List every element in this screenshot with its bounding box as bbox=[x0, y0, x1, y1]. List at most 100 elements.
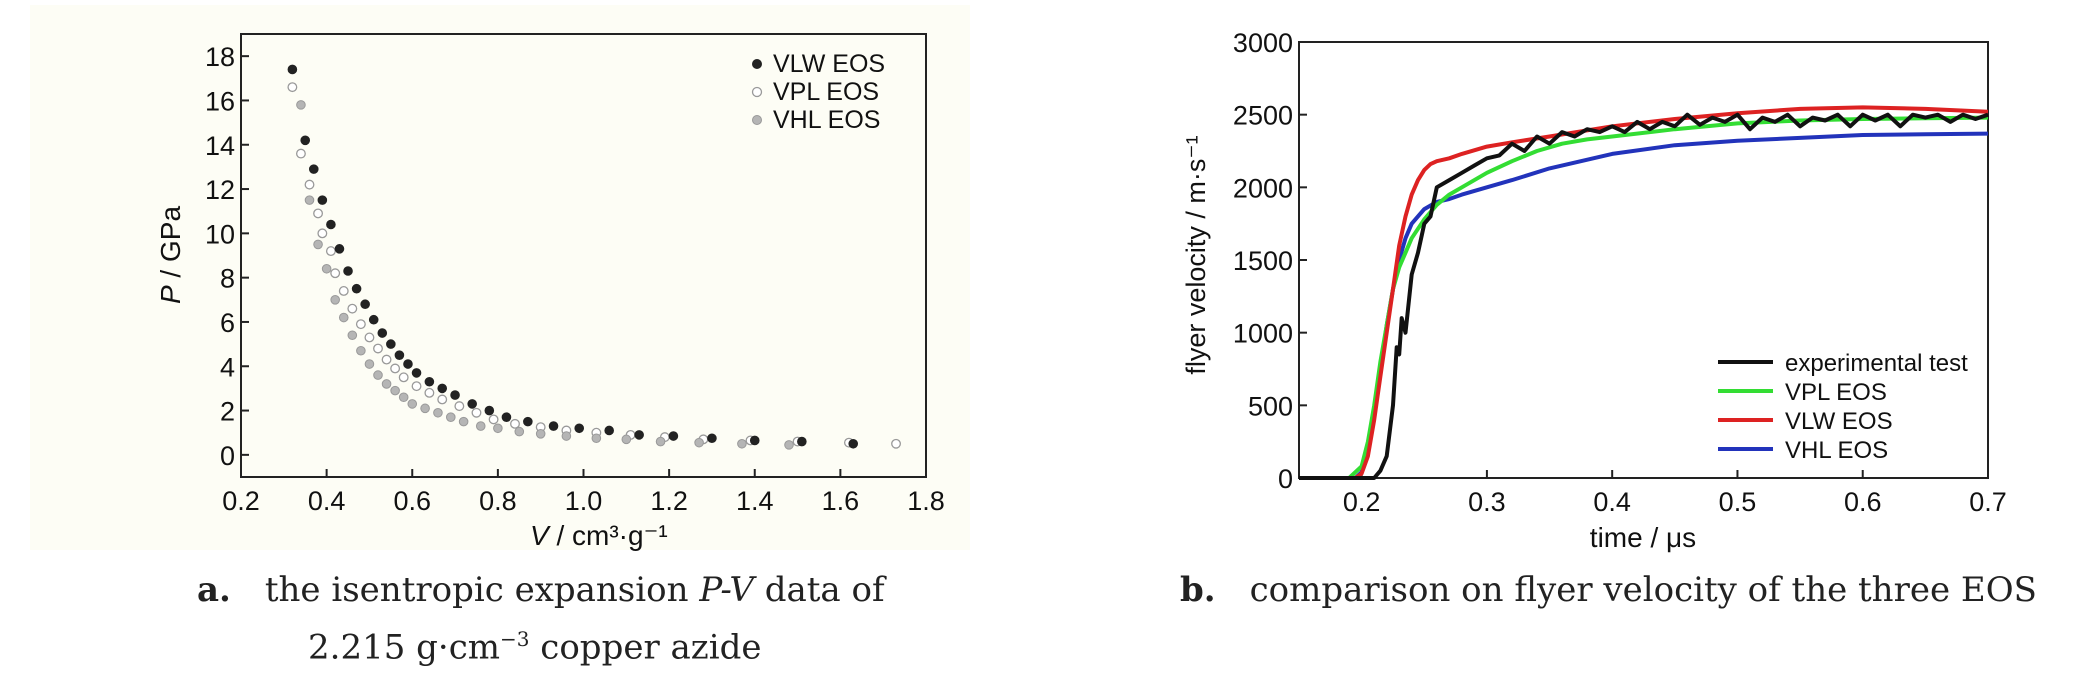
chart-a-point-vpl-eos bbox=[313, 208, 324, 219]
chart-a-point-vhl-eos bbox=[621, 434, 632, 445]
caption-b-text: comparison on flyer velocity of the thre… bbox=[1249, 570, 2037, 610]
chart-b: 0.2 0.3 0.4 0.5 0.6 0.7 0 500 1000 1500 2000 2500 3… bbox=[1181, 28, 2007, 553]
chart-a-point-vhl-eos bbox=[381, 379, 392, 389]
chart-a-x-axis-units: / cm³·g⁻¹ bbox=[549, 520, 668, 551]
chart-a-point-vlw-eos bbox=[368, 314, 379, 325]
chart-a-point-vlw-eos bbox=[848, 438, 859, 449]
chart-a-point-vhl-eos bbox=[356, 345, 366, 356]
chart-a-y-tick-label: 14 bbox=[205, 131, 235, 161]
chart-b-x-tick-label: 0.2 bbox=[1343, 487, 1381, 517]
chart-a-point-vhl-eos bbox=[493, 423, 503, 434]
chart-a-y-axis-title: P / GPa bbox=[155, 206, 186, 304]
chart-a-y-tick-label: 10 bbox=[205, 219, 235, 249]
chart-a-point-vlw-eos bbox=[326, 219, 336, 230]
chart-a-point-vhl-eos bbox=[407, 399, 418, 409]
chart-a-point-vpl-eos bbox=[373, 343, 383, 354]
chart-a-point-vpl-eos bbox=[295, 148, 306, 159]
legend-b-vhl-label: VHL EOS bbox=[1785, 437, 1888, 464]
chart-a-x-ticks: 0.2 0.4 0.6 0.8 1.0 1.2 1.4 1.6 1.8 bbox=[222, 469, 945, 516]
chart-a-y-ticks: 0 2 4 6 8 10 12 14 16 18 bbox=[205, 42, 249, 471]
chart-a-x-tick-label: 0.6 bbox=[393, 486, 431, 516]
chart-b-legend: experimental test VPL EOS VLW EOS VHL EO… bbox=[1718, 350, 1968, 464]
chart-a-point-vlw-eos bbox=[300, 135, 311, 146]
caption-b-letter: b. bbox=[1180, 570, 1216, 610]
chart-a-point-vhl-eos bbox=[398, 392, 409, 403]
chart-a-point-vlw-eos bbox=[287, 64, 298, 75]
chart-a-point-vlw-eos bbox=[749, 435, 760, 446]
chart-b-x-tick-label: 0.3 bbox=[1468, 487, 1506, 517]
chart-a-point-vhl-eos bbox=[445, 412, 456, 422]
legend-a-vlw-label: VLW EOS bbox=[773, 50, 885, 78]
chart-a-y-tick-label: 2 bbox=[220, 397, 235, 427]
chart-b-x-axis-title: time / μs bbox=[1590, 522, 1696, 553]
chart-b-y-tick-label: 1000 bbox=[1233, 319, 1293, 349]
chart-a-point-vhl-eos bbox=[475, 421, 486, 431]
chart-a-y-tick-label: 18 bbox=[205, 42, 235, 72]
chart-a-point-vhl-eos bbox=[390, 385, 400, 396]
chart-a-point-vpl-eos bbox=[471, 407, 482, 418]
chart-b-y-tick-label: 3000 bbox=[1233, 28, 1293, 58]
chart-a-point-vhl-eos bbox=[330, 295, 340, 305]
legend-a-vpl-marker bbox=[751, 86, 763, 98]
chart-a-point-vlw-eos bbox=[634, 430, 644, 440]
chart-a-point-vlw-eos bbox=[467, 399, 477, 409]
legend-b-vlw-label: VLW EOS bbox=[1785, 408, 1893, 435]
chart-a-point-vpl-eos bbox=[317, 228, 328, 239]
chart-a-x-tick-label: 0.2 bbox=[222, 486, 260, 516]
chart-a-point-vhl-eos bbox=[304, 195, 315, 205]
chart-a-x-tick-label: 1.2 bbox=[650, 486, 688, 516]
chart-a-point-vlw-eos bbox=[707, 433, 717, 444]
chart-a-point-vlw-eos bbox=[394, 350, 405, 360]
chart-a-point-vlw-eos bbox=[797, 436, 807, 447]
chart-a-point-vlw-eos bbox=[604, 425, 614, 436]
legend-b-vpl-label: VPL EOS bbox=[1785, 379, 1887, 406]
chart-a-point-vpl-eos bbox=[891, 438, 901, 449]
legend-a-vhl-label: VHL EOS bbox=[773, 106, 880, 134]
chart-b-y-tick-label: 500 bbox=[1248, 391, 1293, 421]
chart-a-y-tick-label: 12 bbox=[205, 175, 235, 205]
chart-a-point-vlw-eos bbox=[317, 195, 328, 205]
chart-a-point-vpl-eos bbox=[381, 354, 392, 365]
chart-a-x-axis-symbol: V bbox=[530, 520, 551, 551]
chart-b-x-axis-units: / μs bbox=[1643, 522, 1696, 553]
chart-a-y-tick-label: 16 bbox=[205, 86, 235, 116]
chart-a-point-vhl-eos bbox=[591, 433, 602, 444]
caption-a-letter: a. bbox=[197, 570, 231, 610]
chart-a-x-axis-title: V / cm³·g⁻¹ bbox=[530, 520, 668, 551]
chart-b-y-tick-label: 2500 bbox=[1233, 101, 1293, 131]
chart-a-point-vlw-eos bbox=[411, 368, 422, 378]
chart-a-point-vhl-eos bbox=[373, 370, 383, 380]
chart-a-point-vlw-eos bbox=[437, 383, 448, 394]
chart-b-x-tick-label: 0.5 bbox=[1719, 487, 1757, 517]
chart-a-point-vhl-eos bbox=[655, 436, 666, 447]
chart-a-point-vpl-eos bbox=[347, 303, 358, 314]
chart-a-point-vpl-eos bbox=[488, 414, 499, 425]
caption-a-text-pre: the isentropic expansion bbox=[264, 570, 700, 610]
chart-b-x-axis-symbol: time bbox=[1590, 522, 1643, 553]
chart-a-point-vlw-eos bbox=[386, 339, 396, 349]
chart-a-point-vlw-eos bbox=[668, 431, 679, 441]
chart-b-y-axis-symbol: flyer velocity bbox=[1181, 226, 1211, 375]
chart-b-x-tick-label: 0.6 bbox=[1844, 487, 1882, 517]
chart-a-point-vhl-eos bbox=[321, 263, 332, 274]
chart-b-y-tick-label: 2000 bbox=[1233, 173, 1293, 203]
chart-a-x-tick-label: 0.4 bbox=[308, 486, 346, 516]
legend-b-experimental-label: experimental test bbox=[1785, 350, 1968, 377]
chart-a-point-vpl-eos bbox=[338, 285, 349, 296]
chart-b-x-tick-label: 0.7 bbox=[1969, 487, 2007, 517]
chart-a-x-tick-label: 1.6 bbox=[822, 486, 860, 516]
chart-a-x-tick-label: 0.8 bbox=[479, 486, 517, 516]
chart-a-point-vlw-eos bbox=[548, 421, 559, 431]
chart-a-point-vlw-eos bbox=[484, 405, 495, 416]
chart-b-lines bbox=[1299, 105, 1989, 480]
chart-a-points bbox=[287, 64, 901, 450]
legend-a-vpl-label: VPL EOS bbox=[773, 78, 879, 106]
panel-b-background bbox=[1130, 5, 2070, 550]
caption-a-line-2-pre: 2.215 g·cm bbox=[308, 627, 500, 668]
chart-a-point-vhl-eos bbox=[433, 407, 443, 418]
chart-a-point-vlw-eos bbox=[360, 299, 370, 310]
chart-a-point-vpl-eos bbox=[510, 418, 520, 429]
chart-b-series-vpl-eos bbox=[1299, 115, 1989, 480]
chart-a-point-vhl-eos bbox=[694, 437, 704, 448]
chart-a-point-vlw-eos bbox=[334, 244, 345, 254]
